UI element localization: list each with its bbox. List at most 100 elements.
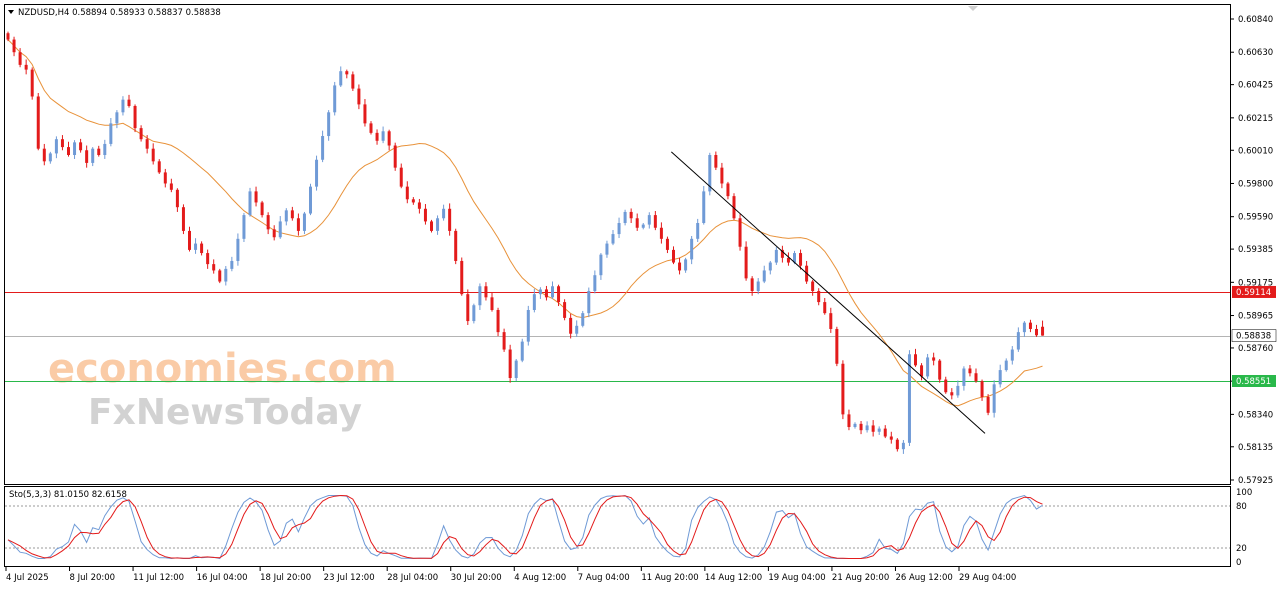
candle-body [448,208,452,231]
candle-body [139,128,143,140]
stoch-tick-label: 100 [1236,488,1252,498]
candle-body [557,286,561,303]
candle-body [212,264,216,271]
candle-body [218,270,222,282]
candle [278,216,282,239]
candle [696,218,700,242]
candle-body [744,246,748,279]
candle-body [327,112,331,137]
candle [169,178,173,193]
candle [236,233,240,266]
candle-body [696,223,700,239]
candle [998,364,1002,388]
candle-body [956,385,960,396]
candle-body [647,215,651,225]
candle [1016,327,1020,352]
candle-body [799,253,803,266]
candle [968,365,972,377]
candle [272,225,276,241]
candle-body [133,105,137,129]
candle-body [520,341,524,361]
candle [369,121,373,135]
candle-body [932,357,936,361]
candle-body [708,155,712,192]
candle [430,219,433,233]
x-tick-label: 18 Jul 20:00 [260,573,311,583]
candle-body [750,278,754,292]
candle [266,212,270,235]
candle-body [665,238,669,250]
candle [399,163,403,189]
candle-body [593,275,597,292]
candle-body [563,302,567,318]
candle-body [623,211,627,224]
candle [587,287,591,318]
candle-body [369,123,373,133]
candle-body [998,370,1002,385]
candle-body [920,365,924,377]
main-panel[interactable] [4,4,1231,485]
candle [375,129,379,145]
candle [478,283,482,310]
candle [581,310,585,328]
candle-body [454,230,458,261]
candle [436,215,440,235]
candle-body [538,289,542,295]
watermark-economies: economies.com [48,346,397,392]
candle [194,238,198,254]
candle-body [121,99,125,113]
price-tag-resistance [1232,285,1276,298]
candle [829,307,833,333]
y-tick-label: 0.59175 [1238,278,1273,288]
candle-body [399,167,403,187]
candle-body [430,221,433,231]
candle-body [79,142,83,151]
candle [1010,346,1014,365]
candle-body [496,309,500,333]
scroll-marker[interactable] [968,6,978,11]
candle-body [484,286,488,298]
candle-body [684,259,688,271]
candle-body [163,172,167,184]
x-tick-label: 21 Aug 20:00 [832,573,889,583]
candle-body [73,142,77,156]
candle [865,421,869,433]
candle [242,212,246,242]
candle-body [678,262,682,271]
candle-body [641,224,645,228]
candle-body [181,207,185,231]
candle-body [974,373,978,382]
candle-body [67,147,70,156]
watermark-fxnewstoday: FxNewsToday [88,392,362,433]
candle [139,125,143,142]
candle-body [714,155,718,168]
x-tick-label: 16 Jul 04:00 [197,573,248,583]
candle [1028,319,1032,333]
y-tick-label: 0.60425 [1238,81,1273,91]
y-tick-label: 0.60840 [1238,15,1273,25]
candle [54,136,58,159]
stoch-panel[interactable] [4,486,1231,567]
candle [714,151,718,171]
candle-body [544,289,548,298]
candle [847,409,851,431]
candle [811,279,815,296]
candle [357,84,361,110]
candle [224,266,228,286]
candle-body [901,442,905,450]
candle [1004,358,1008,372]
candle [944,376,948,394]
candle-body [206,253,210,265]
candle-body [478,286,482,306]
candle [393,142,397,171]
candle [73,140,77,159]
x-tick-label: 14 Aug 12:00 [705,573,762,583]
symbol-header: NZDUSD,H4 0.58894 0.58933 0.58837 0.5883… [18,8,221,18]
candle-body [992,384,996,413]
candle-body [260,202,264,216]
dropdown-triangle-icon[interactable] [8,10,14,14]
candle [920,363,924,381]
candle [454,228,458,265]
candle [411,197,415,205]
